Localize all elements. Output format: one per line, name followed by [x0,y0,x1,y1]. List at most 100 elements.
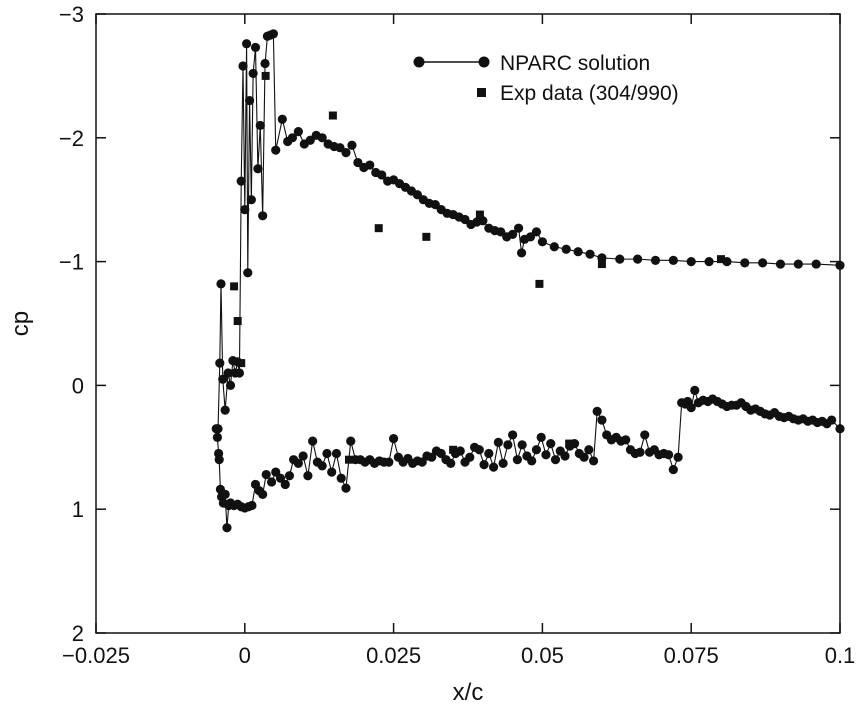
exp-point [344,455,353,464]
nparc-point [793,259,803,269]
nparc-point [287,133,298,143]
nparc-point [508,430,518,440]
nparc-point [347,140,357,150]
exp-point [233,317,242,326]
nparc-point [775,259,786,269]
nparc-point [573,247,583,257]
nparc-point [615,254,625,264]
x-tick-label: 0.05 [521,643,564,668]
legend-marker-exp [477,88,486,97]
plot-area: −0.025 0 0.025 0.05 0.075 0.1 −3 −2 −1 0 1 2 [59,2,855,668]
nparc-point [493,437,503,447]
nparc-point [327,467,337,477]
nparc-point [561,244,571,254]
nparc-point [271,467,281,477]
nparc-point [650,255,661,265]
nparc-point [465,452,475,462]
nparc-point [673,452,683,462]
y-tick-label: 2 [72,621,84,646]
nparc-point [704,257,714,267]
nparc-point [238,61,248,71]
y-axis-label: cp [7,311,34,336]
nparc-point [503,440,513,450]
nparc-point [253,164,263,174]
nparc-point [280,479,290,490]
y-tick-label: −2 [59,126,84,151]
nparc-point [234,368,245,378]
series-layer [211,29,845,533]
exp-point [422,232,431,241]
nparc-point [284,471,295,481]
nparc-point [365,160,375,170]
nparc-point [584,445,594,455]
legend: NPARC solution Exp data (304/990) [413,52,679,105]
nparc-point [317,133,327,143]
nparc-point [261,469,271,480]
nparc-point [527,456,537,466]
y-tick-label: −3 [59,2,84,27]
nparc-point [244,96,255,106]
legend-label-nparc: NPARC solution [500,52,650,75]
nparc-point [346,436,356,446]
nparc-point [341,483,351,493]
nparc-point [241,39,252,49]
nparc-point [258,489,268,499]
nparc-point [686,403,696,413]
nparc-point [248,68,258,79]
nparc-point [225,380,236,390]
nparc-point [303,471,313,481]
nparc-point [488,462,499,472]
exp-point [597,260,606,269]
nparc-point [275,473,286,483]
nparc-point [536,432,546,442]
nparc-point [331,448,342,459]
nparc-point [220,489,230,499]
nparc-point [293,458,303,468]
nparc-point [384,457,394,467]
x-tick-label: 0.075 [664,643,719,668]
nparc-point [268,29,278,39]
nparc-point [211,424,221,434]
nparc-point [255,120,265,131]
nparc-point [668,464,678,475]
nparc-point [258,211,268,221]
nparc-point [417,457,427,467]
nparc-point [236,176,246,186]
nparc-point [835,424,845,434]
nparc-point [212,432,223,442]
exp-point [374,224,383,233]
y-tick-label: −1 [59,250,84,275]
nparc-point [247,500,257,511]
nparc-point [740,258,750,268]
nparc-point [222,523,232,533]
nparc-point [341,148,351,158]
nparc-point [260,58,270,69]
nparc-point [215,358,225,368]
nparc-point [277,114,287,124]
nparc-point [531,445,542,455]
nparc-point [479,460,489,470]
nparc-point [640,430,650,440]
nparc-point [474,445,484,455]
nparc-point [758,258,768,268]
nparc-point [455,446,465,456]
exp-point [230,282,239,291]
exp-point [716,255,725,264]
nparc-point [336,473,346,483]
nparc-point [663,450,674,460]
y-tick-label: 0 [72,373,84,398]
nparc-point [546,438,556,449]
nparc-point [243,268,253,278]
nparc-point [512,455,523,465]
nparc-point [389,434,399,444]
nparc-point [322,448,332,459]
nparc-point [811,259,821,269]
nparc-point [621,435,631,445]
legend-marker-nparc-right [478,56,490,68]
nparc-point [308,436,318,446]
x-tick-label: 0 [239,643,251,668]
legend-marker-nparc-left [413,56,425,68]
nparc-point [223,368,233,378]
nparc-point [246,195,256,205]
nparc-point [827,415,837,425]
